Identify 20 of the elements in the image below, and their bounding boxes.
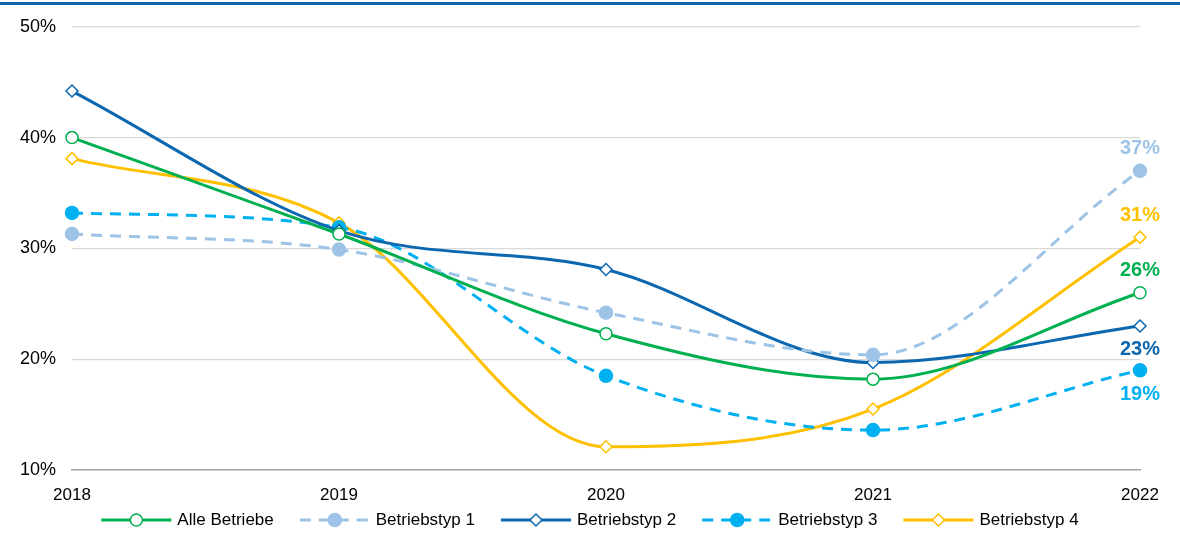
x-tick-label: 2021: [854, 484, 892, 504]
data-label: 37%: [1119, 136, 1161, 159]
y-tick-label: 10%: [19, 458, 56, 479]
y-tick-label: 40%: [19, 126, 56, 147]
x-tick-label: 2018: [53, 484, 91, 504]
data-label: 23%: [1119, 337, 1161, 360]
legend-label: Betriebstyp 2: [576, 509, 677, 529]
data-label: 19%: [1119, 381, 1161, 404]
x-tick-label: 2022: [1121, 484, 1159, 504]
x-tick-label: 2020: [587, 484, 625, 504]
y-tick-label: 20%: [19, 348, 56, 369]
y-tick-label: 30%: [19, 237, 56, 258]
y-tick-label: 50%: [19, 15, 56, 36]
legend-label: Betriebstyp 1: [375, 509, 475, 529]
x-tick-label: 2019: [320, 484, 358, 504]
data-label: 26%: [1119, 258, 1161, 281]
data-label: 31%: [1119, 202, 1161, 225]
legend-label: Alle Betriebe: [177, 509, 274, 529]
legend-label: Betriebstyp 4: [979, 509, 1079, 529]
legend-label: Betriebstyp 3: [778, 509, 878, 529]
